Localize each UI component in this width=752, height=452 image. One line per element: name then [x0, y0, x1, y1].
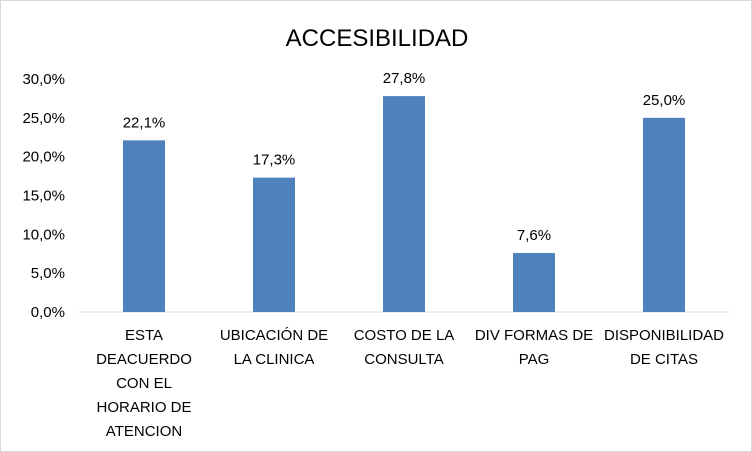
y-tick-label: 5,0% — [31, 265, 65, 282]
y-tick-label: 25,0% — [22, 110, 65, 127]
x-tick-label: DEACUERDO — [96, 351, 192, 368]
x-tick-label: CONSULTA — [364, 351, 443, 368]
chart-title: ACCESIBILIDAD — [286, 25, 469, 52]
data-label: 7,6% — [517, 227, 551, 244]
x-tick-label: HORARIO DE — [96, 399, 191, 416]
x-tick-label: DISPONIBILIDAD — [604, 327, 724, 344]
data-label: 22,1% — [123, 114, 166, 131]
x-tick-label: ESTA — [125, 327, 163, 344]
x-tick-label: ATENCION — [106, 423, 182, 440]
bar — [123, 140, 165, 312]
bars — [123, 96, 685, 312]
data-label: 25,0% — [643, 92, 686, 109]
x-tick-label: COSTO DE LA — [354, 327, 455, 344]
y-tick-label: 10,0% — [22, 226, 65, 243]
x-tick-label: CON EL — [116, 375, 172, 392]
y-tick-label: 30,0% — [22, 71, 65, 88]
y-tick-label: 0,0% — [31, 304, 65, 321]
x-tick-label: UBICACIÓN DE — [220, 327, 328, 344]
bar — [513, 252, 555, 312]
x-tick-label: LA CLINICA — [234, 351, 315, 368]
data-label: 17,3% — [253, 152, 296, 169]
bar — [383, 96, 425, 312]
bar — [253, 177, 295, 312]
x-tick-label: DIV FORMAS DE — [475, 327, 593, 344]
data-labels: 22,1% 17,3% 27,8% 7,6% 25,0% — [123, 70, 686, 244]
axes: 0,0% 5,0% 10,0% 15,0% 20,0% 25,0% 30,0% — [22, 71, 729, 321]
x-tick-label: DE CITAS — [630, 351, 698, 368]
x-tick-label: PAG — [519, 351, 550, 368]
y-tick-label: 15,0% — [22, 188, 65, 205]
bar — [643, 117, 685, 312]
data-label: 27,8% — [383, 70, 426, 87]
y-tick-label: 20,0% — [22, 149, 65, 166]
category-labels: ESTA DEACUERDO CON EL HORARIO DE ATENCION UBI… — [96, 327, 724, 440]
